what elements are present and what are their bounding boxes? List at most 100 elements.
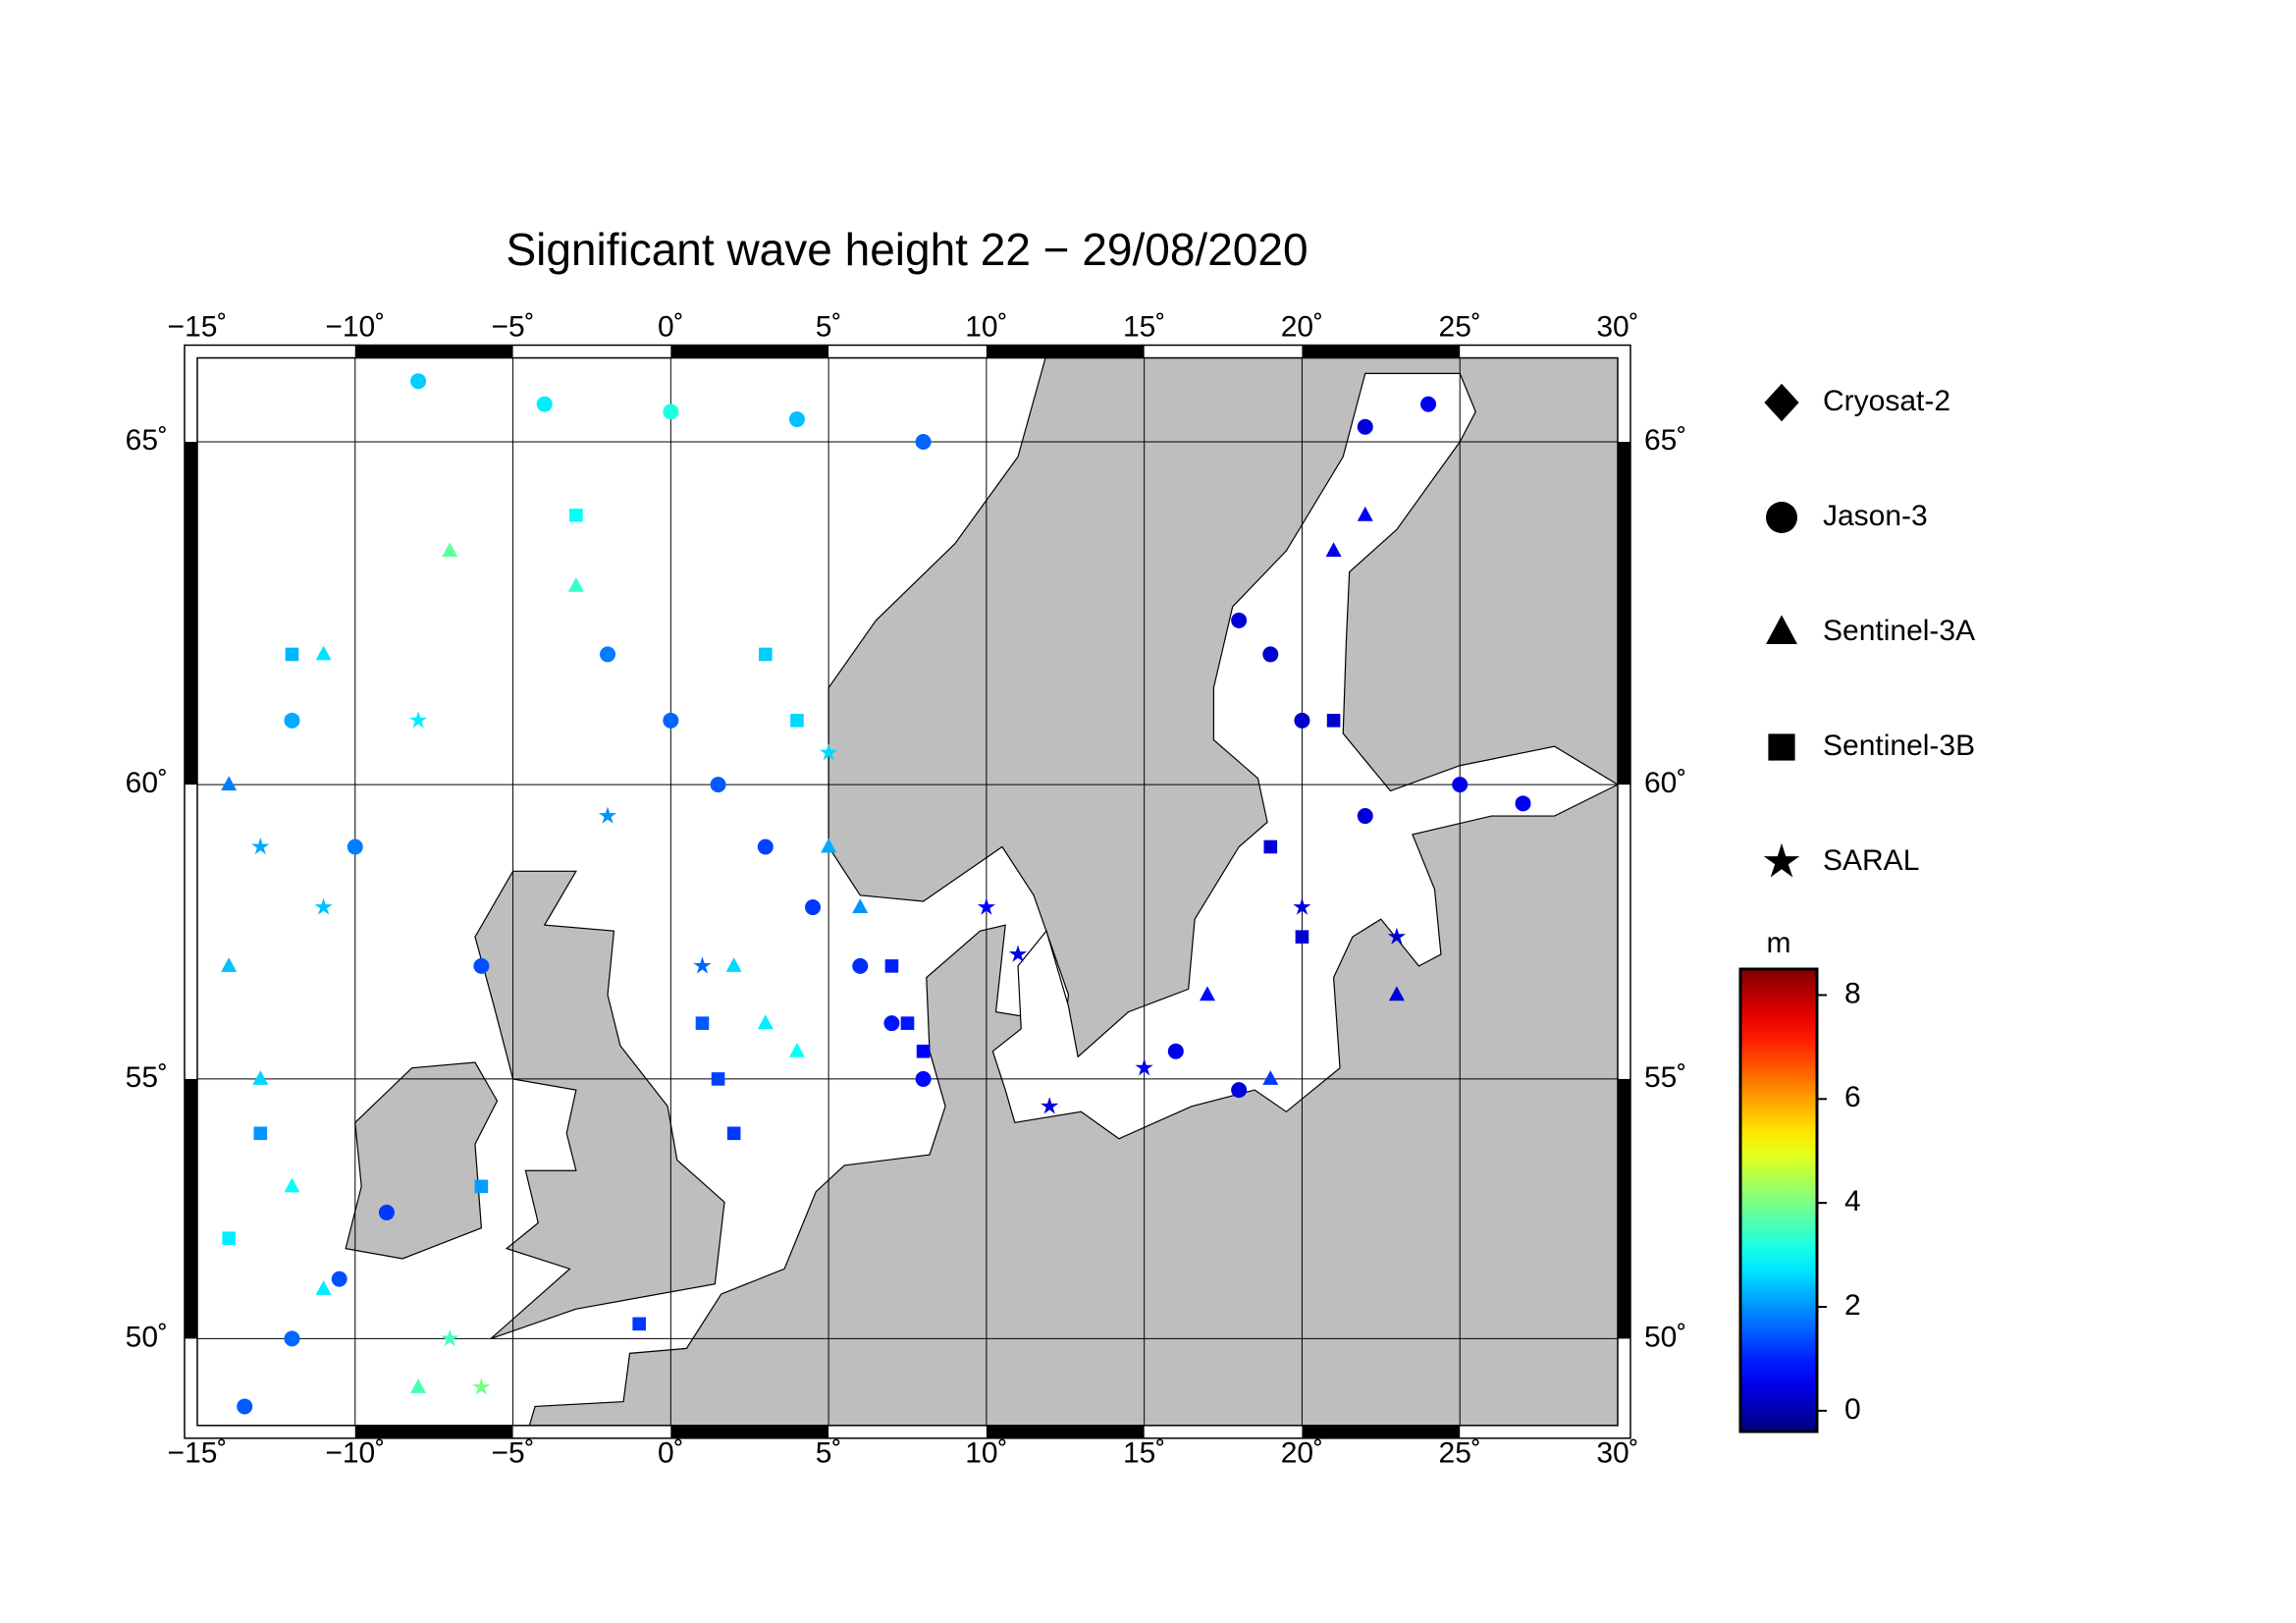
track-point (284, 1177, 300, 1193)
track-point (757, 839, 774, 855)
track-point (1231, 612, 1248, 628)
track-point (1231, 1082, 1248, 1099)
track-point (711, 1072, 725, 1086)
frame-segment (986, 345, 1145, 358)
x-tick-label: −5˚ (491, 1437, 534, 1470)
track-point (569, 508, 583, 522)
legend-marker (1768, 733, 1795, 761)
track-point (884, 959, 899, 973)
track-point (598, 806, 617, 824)
track-point (1295, 930, 1309, 944)
track-point (759, 647, 773, 662)
track-point (1262, 646, 1279, 663)
track-point (790, 714, 804, 728)
track-point (474, 1179, 489, 1194)
track-point (222, 1231, 236, 1245)
track-point (1041, 1097, 1059, 1114)
track-point (1452, 777, 1468, 793)
y-tick-label: 55˚ (126, 1061, 168, 1094)
x-tick-label: 10˚ (965, 1437, 1007, 1470)
x-tick-label: 0˚ (658, 1437, 684, 1470)
x-tick-label: 20˚ (1281, 310, 1323, 343)
legend-marker (1764, 383, 1799, 422)
x-tick-label: −10˚ (325, 310, 385, 343)
track-point (472, 1378, 491, 1395)
track-point (1135, 1058, 1153, 1076)
track-point (408, 711, 428, 729)
track-point (1199, 986, 1215, 1001)
x-tick-label: 15˚ (1123, 1437, 1165, 1470)
frame-segment (185, 442, 197, 785)
legend-label: Cryosat-2 (1823, 385, 1950, 417)
track-point (693, 956, 712, 974)
track-point (285, 647, 299, 662)
track-point (1357, 808, 1373, 825)
colorbar-tick-label: 8 (1844, 977, 1861, 1009)
frame (184, 344, 1631, 1439)
x-tick-label: 25˚ (1439, 310, 1481, 343)
track-point (600, 646, 616, 663)
track-point (663, 404, 679, 420)
frame-segment (1302, 1425, 1461, 1438)
x-tick-label: −5˚ (491, 310, 534, 343)
track-point (251, 837, 270, 855)
y-tick-label: 65˚ (1644, 424, 1686, 457)
track-point (410, 1379, 427, 1393)
x-tick-label: −15˚ (168, 310, 228, 343)
y-tick-label: 50˚ (1644, 1321, 1686, 1353)
track-point (237, 1398, 253, 1415)
frame-segment (1618, 1078, 1630, 1339)
colorbar-tick-label: 4 (1844, 1185, 1861, 1217)
track-point (1167, 1043, 1184, 1059)
legend-marker (1766, 615, 1797, 644)
y-tick-label: 60˚ (1644, 767, 1686, 799)
track-point (347, 839, 363, 855)
track-point (757, 1014, 774, 1030)
frame-segment (986, 1425, 1145, 1438)
track-point (852, 898, 869, 914)
track-point (1326, 714, 1341, 728)
y-tick-label: 60˚ (126, 767, 168, 799)
track-point (536, 396, 553, 412)
track-point (977, 897, 996, 915)
track-point (695, 1016, 710, 1030)
legend-label: Sentinel-3B (1823, 730, 1975, 762)
track-point (900, 1016, 915, 1030)
frame (196, 356, 1619, 1427)
legend-marker (1766, 502, 1797, 533)
track-point (663, 712, 679, 729)
x-tick-label: 10˚ (965, 310, 1007, 343)
track-point (253, 1126, 268, 1141)
track-point (1294, 712, 1310, 729)
track-point (284, 1330, 300, 1347)
track-point (725, 957, 742, 972)
baltic-sea (991, 372, 1618, 1140)
track-point (410, 373, 427, 390)
track-point (726, 1126, 741, 1141)
track-point (221, 957, 238, 972)
track-point (915, 1070, 932, 1087)
track-point (788, 411, 805, 428)
track-point (710, 777, 726, 793)
x-tick-label: 30˚ (1596, 1437, 1638, 1470)
y-tick-label: 65˚ (126, 424, 168, 457)
x-tick-label: 0˚ (658, 310, 684, 343)
track-point (883, 1015, 900, 1032)
colorbar-unit: m (1767, 927, 1791, 959)
chart-title: Significant wave height 22 − 29/08/2020 (506, 224, 1308, 275)
track-point (632, 1317, 646, 1331)
colorbar (1738, 967, 1819, 1434)
track-point (1357, 418, 1373, 435)
frame-segment (185, 1078, 197, 1339)
legend-marker (1763, 842, 1800, 878)
track-point (252, 1070, 269, 1085)
legend-label: Sentinel-3A (1823, 615, 1975, 647)
track-point (378, 1204, 395, 1220)
x-tick-label: −15˚ (168, 1437, 228, 1470)
x-tick-label: 25˚ (1439, 1437, 1481, 1470)
frame-segment (354, 1425, 513, 1438)
frame-segment (670, 345, 829, 358)
track-point (821, 838, 837, 853)
legend-label: Jason-3 (1823, 500, 1928, 532)
